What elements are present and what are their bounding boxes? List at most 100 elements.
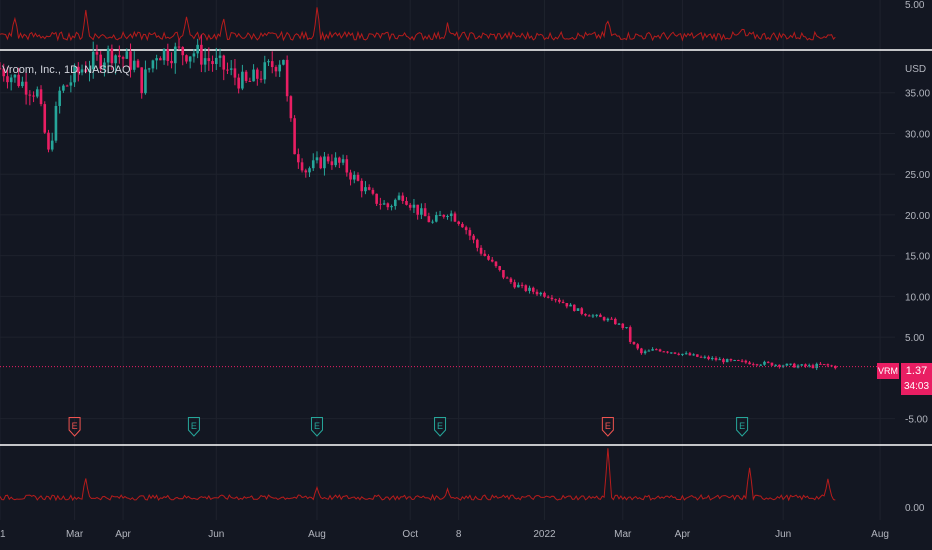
candle-body bbox=[800, 364, 804, 366]
candle-body bbox=[233, 68, 237, 78]
candle-body bbox=[740, 360, 744, 362]
candle-body bbox=[382, 203, 386, 205]
candle-body bbox=[614, 318, 617, 325]
candle-body bbox=[681, 353, 684, 355]
time-axis-tick-label: Apr bbox=[675, 529, 691, 540]
earnings-marker-label: E bbox=[72, 421, 78, 431]
candle-body bbox=[461, 223, 464, 228]
earnings-marker-shape bbox=[736, 417, 749, 437]
time-axis[interactable]: 21 Mar Apr Jun Aug Oct 8 2022 Mar Apr Jun Aug bbox=[0, 529, 889, 540]
candle-body bbox=[807, 365, 811, 367]
candle-body bbox=[297, 154, 300, 163]
candle-body bbox=[625, 327, 628, 329]
candle-body bbox=[58, 90, 61, 106]
candle-body bbox=[640, 348, 643, 354]
candle-body bbox=[330, 161, 334, 166]
candle-body bbox=[375, 193, 378, 204]
candle-body bbox=[524, 285, 528, 291]
main-price-pane[interactable]: 35.0030.0025.0020.0015.0010.005.00-5.00 … bbox=[0, 34, 930, 437]
candle-body bbox=[677, 353, 681, 355]
candle-body bbox=[751, 364, 755, 366]
candle-body bbox=[584, 313, 587, 316]
price-axis-tick-label: 25.00 bbox=[905, 170, 930, 181]
candle-body bbox=[587, 315, 591, 317]
candle-body bbox=[315, 157, 319, 161]
candle-body bbox=[793, 363, 796, 368]
candle-body bbox=[427, 216, 431, 223]
candle-body bbox=[621, 323, 625, 328]
upper-indicator-tick-label: 5.00 bbox=[905, 0, 925, 11]
candle-body bbox=[416, 204, 419, 215]
candle-body bbox=[647, 350, 651, 352]
candle-body bbox=[673, 352, 677, 354]
candle-body bbox=[610, 318, 613, 320]
candle-body bbox=[270, 61, 274, 68]
candle-body bbox=[703, 356, 707, 358]
upper-indicator-line bbox=[0, 7, 836, 42]
candle-body bbox=[729, 359, 733, 361]
candle-body bbox=[17, 74, 20, 87]
price-axis-tick-label: 5.00 bbox=[905, 333, 925, 344]
candle-body bbox=[345, 159, 349, 173]
time-axis-tick-label: 8 bbox=[456, 529, 462, 540]
candle-body bbox=[360, 180, 364, 192]
candle-body bbox=[684, 353, 688, 355]
earnings-marker-shape bbox=[434, 417, 447, 437]
candle-body bbox=[196, 44, 199, 54]
last-price-label: 1.37 bbox=[901, 363, 932, 379]
candle-body bbox=[572, 304, 576, 311]
ticker-badge: VRM bbox=[877, 363, 899, 379]
candle-body bbox=[147, 68, 151, 70]
candle-body bbox=[531, 287, 535, 292]
time-axis-tick-label: Aug bbox=[308, 529, 326, 540]
candle-body bbox=[80, 69, 84, 73]
symbol-legend[interactable]: Vroom, Inc., 1D, NASDAQ bbox=[2, 64, 131, 76]
candle-body bbox=[494, 261, 498, 267]
candle-body bbox=[84, 69, 88, 72]
candle-body bbox=[300, 162, 304, 171]
candle-body bbox=[718, 359, 722, 361]
candle-body bbox=[550, 297, 554, 300]
time-axis-tick-label: Oct bbox=[402, 529, 418, 540]
candle-body bbox=[599, 314, 602, 318]
candle-body bbox=[658, 349, 662, 352]
candle-body bbox=[356, 174, 360, 181]
candle-body bbox=[352, 174, 356, 180]
candle-body bbox=[323, 156, 326, 169]
candle-body bbox=[326, 156, 330, 162]
candle-body bbox=[218, 55, 222, 58]
candle-body bbox=[580, 308, 584, 314]
earnings-marker-shape bbox=[187, 417, 200, 437]
candle-body bbox=[502, 270, 505, 278]
candle-body bbox=[569, 304, 572, 307]
candle-body bbox=[420, 208, 423, 215]
price-axis[interactable]: 35.00 30.00 25.00 20.00 15.00 10.00 5.00 -5.00 bbox=[905, 89, 930, 426]
candle-body bbox=[214, 57, 218, 65]
candle-body bbox=[774, 364, 777, 366]
price-axis-tick-label: -5.00 bbox=[905, 415, 928, 426]
candle-body bbox=[722, 359, 725, 363]
candle-body bbox=[651, 349, 654, 351]
candle-body bbox=[311, 160, 315, 169]
candle-body bbox=[77, 66, 80, 73]
candle-body bbox=[561, 301, 565, 304]
earnings-marker-shape bbox=[68, 417, 81, 437]
candle-body bbox=[468, 230, 472, 236]
candle-body bbox=[778, 364, 781, 367]
candle-body bbox=[472, 235, 475, 240]
candle-body bbox=[520, 284, 524, 286]
candle-body bbox=[136, 60, 140, 68]
candle-body bbox=[65, 85, 69, 87]
candle-body bbox=[24, 81, 28, 95]
candle-body bbox=[144, 69, 147, 94]
candle-body bbox=[259, 78, 263, 80]
candle-body bbox=[591, 315, 595, 317]
candle-body bbox=[185, 55, 188, 62]
earnings-marker-icon: E bbox=[187, 417, 200, 437]
candle-body bbox=[785, 363, 789, 366]
candle-body bbox=[476, 239, 479, 248]
candle-body bbox=[166, 49, 170, 61]
candle-body bbox=[43, 104, 47, 133]
candle-body bbox=[267, 61, 270, 63]
